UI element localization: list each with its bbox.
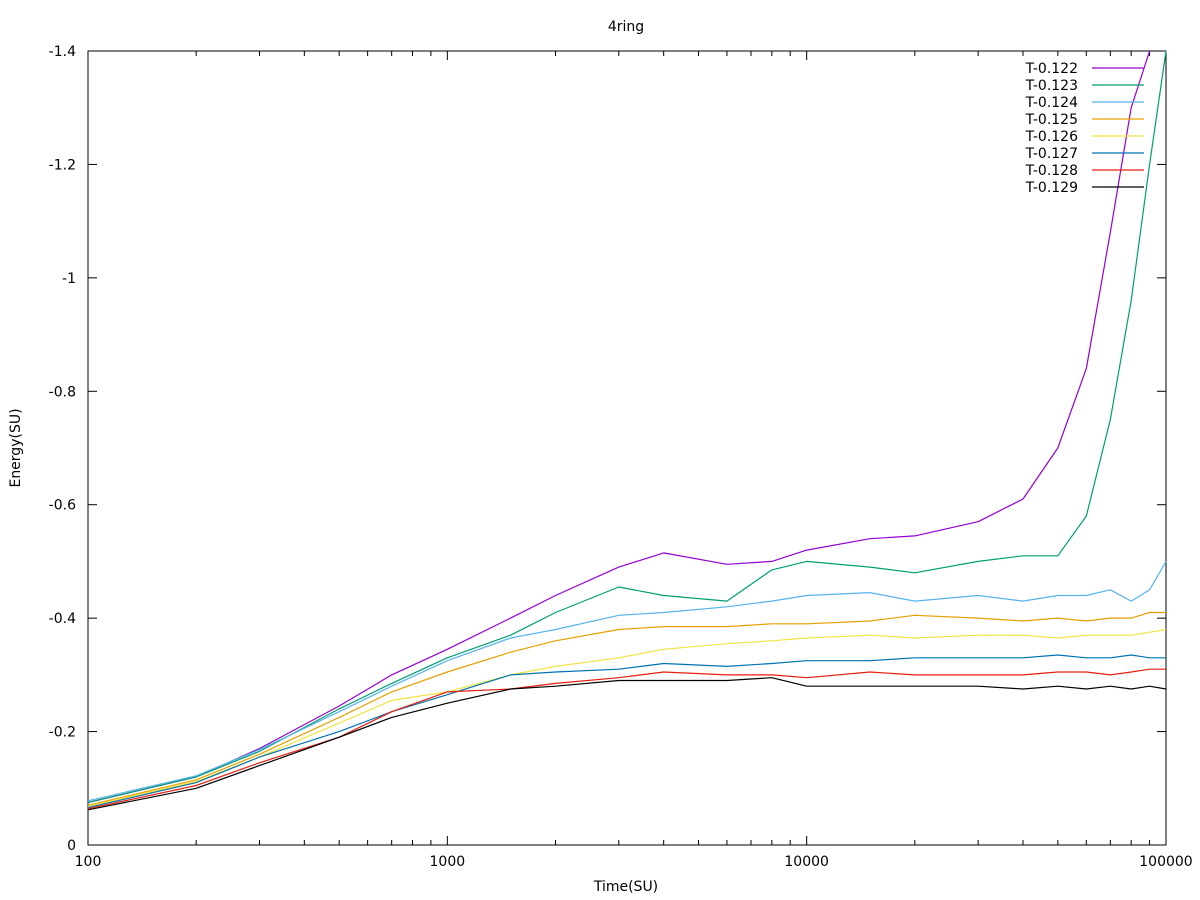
y-tick-label: -1 (62, 271, 76, 287)
legend-label: T-0.128 (1025, 163, 1078, 179)
y-tick-label: -1.2 (49, 157, 76, 173)
series-line-T-0.123 (87, 50, 1167, 804)
y-tick-label: -1.4 (49, 44, 76, 60)
y-tick-label: -0.4 (49, 611, 76, 627)
series-line-T-0.127 (87, 654, 1166, 809)
legend-label: T-0.126 (1025, 129, 1078, 145)
series-line-T-0.125 (87, 611, 1166, 806)
plot-frame (87, 50, 1167, 846)
chart-title: 4ring (608, 19, 644, 35)
y-axis-label: Energy(SU) (8, 408, 24, 487)
legend-label: T-0.129 (1025, 180, 1078, 196)
series-line-T-0.126 (87, 628, 1167, 807)
series-line-T-0.128 (87, 668, 1166, 810)
series-line-T-0.124 (87, 561, 1167, 802)
y-tick-label: -0.2 (49, 725, 76, 741)
legend: T-0.122T-0.123T-0.124T-0.125T-0.126T-0.1… (1025, 61, 1144, 196)
x-tick-label: 100 (75, 854, 102, 870)
y-tick-label: 0 (67, 838, 76, 854)
series-lines (87, 50, 1167, 811)
legend-label: T-0.125 (1025, 112, 1078, 128)
x-tick-label: 1000 (430, 854, 466, 870)
series-line-T-0.122 (87, 50, 1151, 804)
series-line-T-0.129 (87, 677, 1167, 811)
legend-label: T-0.122 (1025, 61, 1078, 77)
x-tick-label: 100000 (1139, 854, 1192, 870)
legend-label: T-0.124 (1025, 95, 1078, 111)
axis-ticks: 100 1000 10000 100000 0 -0.2 -0.4 -0.6 -0.8 -1 -1.… (49, 44, 1193, 870)
x-tick-label: 10000 (784, 854, 829, 870)
x-axis-label: Time(SU) (593, 879, 658, 895)
y-tick-label: -0.8 (49, 384, 76, 400)
legend-label: T-0.123 (1025, 78, 1078, 94)
legend-label: T-0.127 (1025, 146, 1078, 162)
y-tick-label: -0.6 (49, 498, 76, 514)
